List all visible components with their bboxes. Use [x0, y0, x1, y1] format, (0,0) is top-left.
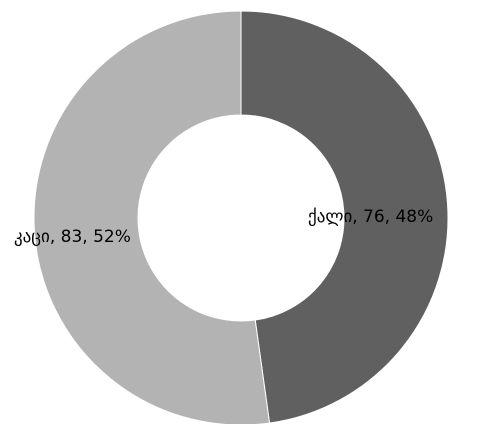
slice-label-male: კაცი, 83, 52%: [14, 227, 131, 247]
slice-female: [240, 10, 449, 424]
slice-label-female: ქალი, 76, 48%: [308, 207, 433, 227]
slice-male: [33, 10, 271, 426]
slices-group: [33, 10, 449, 426]
labels-group: ქალი, 76, 48% კაცი, 83, 52%: [14, 207, 433, 247]
